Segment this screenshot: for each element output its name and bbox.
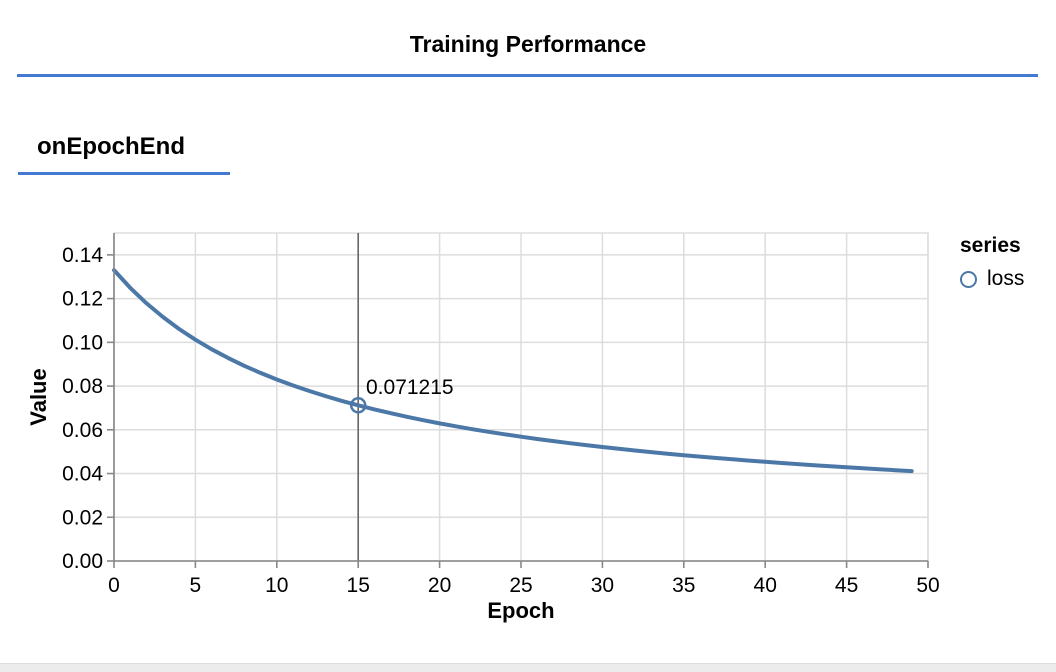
y-axis-title: Value — [26, 368, 51, 426]
bottom-panel-edge — [0, 663, 1056, 672]
loss-chart-plot[interactable]: 0 5 10 15 20 25 30 35 40 45 50 0.00 0.02 0.04 0.06 0.08… — [0, 225, 1056, 637]
section-heading: onEpochEnd — [37, 133, 185, 160]
legend-entry-loss[interactable]: loss — [960, 267, 1024, 291]
y-tick-label: 0.02 — [62, 506, 103, 529]
x-tick-label: 10 — [265, 574, 288, 597]
x-tick-label: 40 — [754, 574, 777, 597]
x-tick-label: 15 — [347, 574, 370, 597]
x-tick-label: 50 — [916, 574, 939, 597]
y-tick-label: 0.00 — [62, 550, 103, 573]
data-point-marker[interactable] — [349, 397, 367, 414]
title-divider — [17, 74, 1038, 77]
section-divider — [18, 172, 230, 175]
x-tick-label: 0 — [108, 574, 120, 597]
x-tick-label: 30 — [591, 574, 614, 597]
legend: series loss — [960, 235, 1024, 291]
x-axis-title: Epoch — [487, 598, 555, 623]
x-tick-label: 20 — [428, 574, 451, 597]
x-tick-label: 45 — [835, 574, 858, 597]
x-tick-label: 35 — [672, 574, 695, 597]
legend-title: series — [960, 234, 1021, 257]
tooltip-value-label: 0.071215 — [366, 376, 454, 399]
y-tick-label: 0.08 — [62, 375, 103, 398]
y-tick-label: 0.12 — [62, 288, 103, 311]
loss-curve — [112, 268, 914, 474]
x-tick-label: 25 — [509, 574, 532, 597]
page-title: Training Performance — [409, 31, 647, 57]
y-tick-label: 0.06 — [62, 419, 103, 442]
y-tick-label: 0.04 — [62, 463, 103, 486]
y-tick-label: 0.14 — [62, 244, 103, 267]
x-tick-label: 5 — [190, 574, 202, 597]
legend-entry-label: loss — [987, 267, 1025, 290]
y-tick-label: 0.10 — [62, 331, 103, 354]
loss-series-circle-icon — [960, 270, 977, 288]
training-performance-chart: 0 5 10 15 20 25 30 35 40 45 50 0.00 0.02 0.04 0.06 0.08… — [0, 225, 1056, 637]
